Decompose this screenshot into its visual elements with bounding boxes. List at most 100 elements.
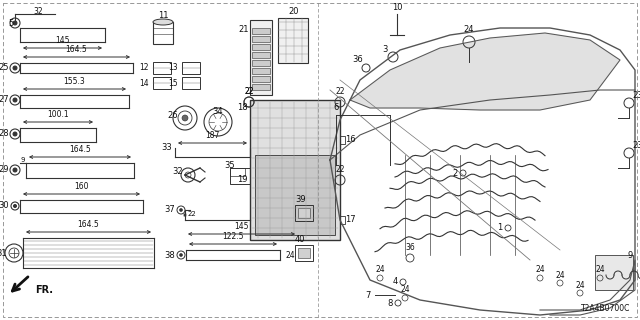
Text: 155.3: 155.3 — [63, 77, 85, 86]
Text: 36: 36 — [405, 244, 415, 252]
Bar — [298, 208, 310, 218]
Bar — [252, 84, 270, 90]
Circle shape — [13, 132, 17, 136]
Bar — [255, 155, 335, 235]
Text: 24: 24 — [400, 285, 410, 294]
Text: 3: 3 — [382, 45, 388, 54]
Bar — [298, 248, 310, 258]
Text: 22: 22 — [244, 87, 253, 97]
Text: 24: 24 — [285, 251, 294, 260]
Bar — [230, 168, 265, 184]
Text: 100.1: 100.1 — [47, 110, 69, 119]
Text: 37: 37 — [164, 205, 175, 214]
Bar — [340, 136, 345, 144]
Text: 24: 24 — [555, 270, 565, 279]
Text: 13: 13 — [168, 63, 178, 73]
Text: 26: 26 — [168, 110, 178, 119]
Bar — [340, 216, 345, 224]
Text: 22: 22 — [244, 87, 253, 97]
Text: 6: 6 — [333, 103, 339, 113]
Text: 9: 9 — [628, 251, 633, 260]
Text: 17: 17 — [345, 215, 356, 225]
Text: 164.5: 164.5 — [69, 145, 91, 154]
Bar — [252, 28, 270, 34]
Text: 24: 24 — [375, 266, 385, 275]
Text: 34: 34 — [212, 107, 223, 116]
Circle shape — [179, 209, 182, 212]
Text: 23: 23 — [632, 91, 640, 100]
Text: 22: 22 — [335, 87, 345, 97]
Text: 11: 11 — [157, 12, 168, 20]
Text: 160: 160 — [74, 182, 89, 191]
Text: 22: 22 — [188, 211, 196, 217]
Circle shape — [13, 66, 17, 70]
Bar — [250, 100, 340, 240]
Text: 9: 9 — [20, 157, 25, 163]
Text: 24: 24 — [464, 26, 474, 35]
Bar — [252, 52, 270, 58]
Bar — [295, 205, 313, 221]
Text: 30: 30 — [0, 202, 9, 211]
Circle shape — [182, 115, 188, 121]
Bar — [252, 60, 270, 66]
Circle shape — [179, 253, 182, 257]
Text: 145: 145 — [55, 36, 70, 45]
Text: 40: 40 — [295, 236, 305, 244]
Text: 164.5: 164.5 — [77, 220, 99, 229]
Bar — [278, 18, 308, 63]
Text: 29: 29 — [0, 165, 9, 174]
Bar — [252, 44, 270, 50]
Text: 19: 19 — [237, 175, 248, 185]
Text: 24: 24 — [535, 266, 545, 275]
Circle shape — [13, 21, 17, 25]
Text: 12: 12 — [140, 63, 149, 73]
Bar — [153, 77, 171, 89]
Circle shape — [13, 204, 17, 207]
Text: 145: 145 — [234, 222, 249, 231]
Text: 5: 5 — [8, 19, 13, 28]
Text: 10: 10 — [392, 4, 403, 12]
Text: 32: 32 — [33, 6, 43, 15]
Ellipse shape — [153, 19, 173, 25]
Bar — [153, 62, 171, 74]
Text: 35: 35 — [225, 161, 236, 170]
Text: 7: 7 — [365, 291, 371, 300]
Bar — [252, 36, 270, 42]
Text: 23: 23 — [632, 140, 640, 149]
Text: 31: 31 — [0, 249, 7, 258]
Text: 14: 14 — [140, 78, 149, 87]
Text: 28: 28 — [0, 130, 9, 139]
Bar — [252, 76, 270, 82]
Bar — [595, 255, 633, 290]
Text: 16: 16 — [345, 135, 356, 145]
Bar — [153, 22, 173, 44]
Text: 27: 27 — [0, 95, 9, 105]
Text: 2: 2 — [452, 169, 458, 178]
Bar — [295, 245, 313, 261]
Text: 122.5: 122.5 — [222, 232, 244, 241]
Text: 20: 20 — [289, 7, 300, 17]
Bar — [252, 68, 270, 74]
Text: 18: 18 — [237, 103, 248, 113]
Text: 1: 1 — [497, 223, 502, 233]
Text: 36: 36 — [353, 55, 364, 65]
Circle shape — [13, 98, 17, 102]
Bar — [182, 62, 200, 74]
Text: 15: 15 — [168, 78, 178, 87]
Text: 24: 24 — [575, 281, 585, 290]
Polygon shape — [350, 33, 620, 110]
Text: FR.: FR. — [35, 285, 53, 295]
Text: T2A4B0700C: T2A4B0700C — [580, 304, 630, 313]
Circle shape — [13, 168, 17, 172]
Bar — [230, 168, 245, 176]
Text: 164.5: 164.5 — [66, 45, 88, 54]
Text: 38: 38 — [164, 251, 175, 260]
Text: 22: 22 — [335, 165, 345, 174]
Text: 8: 8 — [387, 299, 393, 308]
Text: 25: 25 — [0, 63, 9, 73]
Bar — [182, 77, 200, 89]
Text: 39: 39 — [295, 196, 306, 204]
Text: 187: 187 — [205, 131, 220, 140]
Bar — [250, 20, 272, 95]
Text: 33: 33 — [161, 143, 172, 153]
